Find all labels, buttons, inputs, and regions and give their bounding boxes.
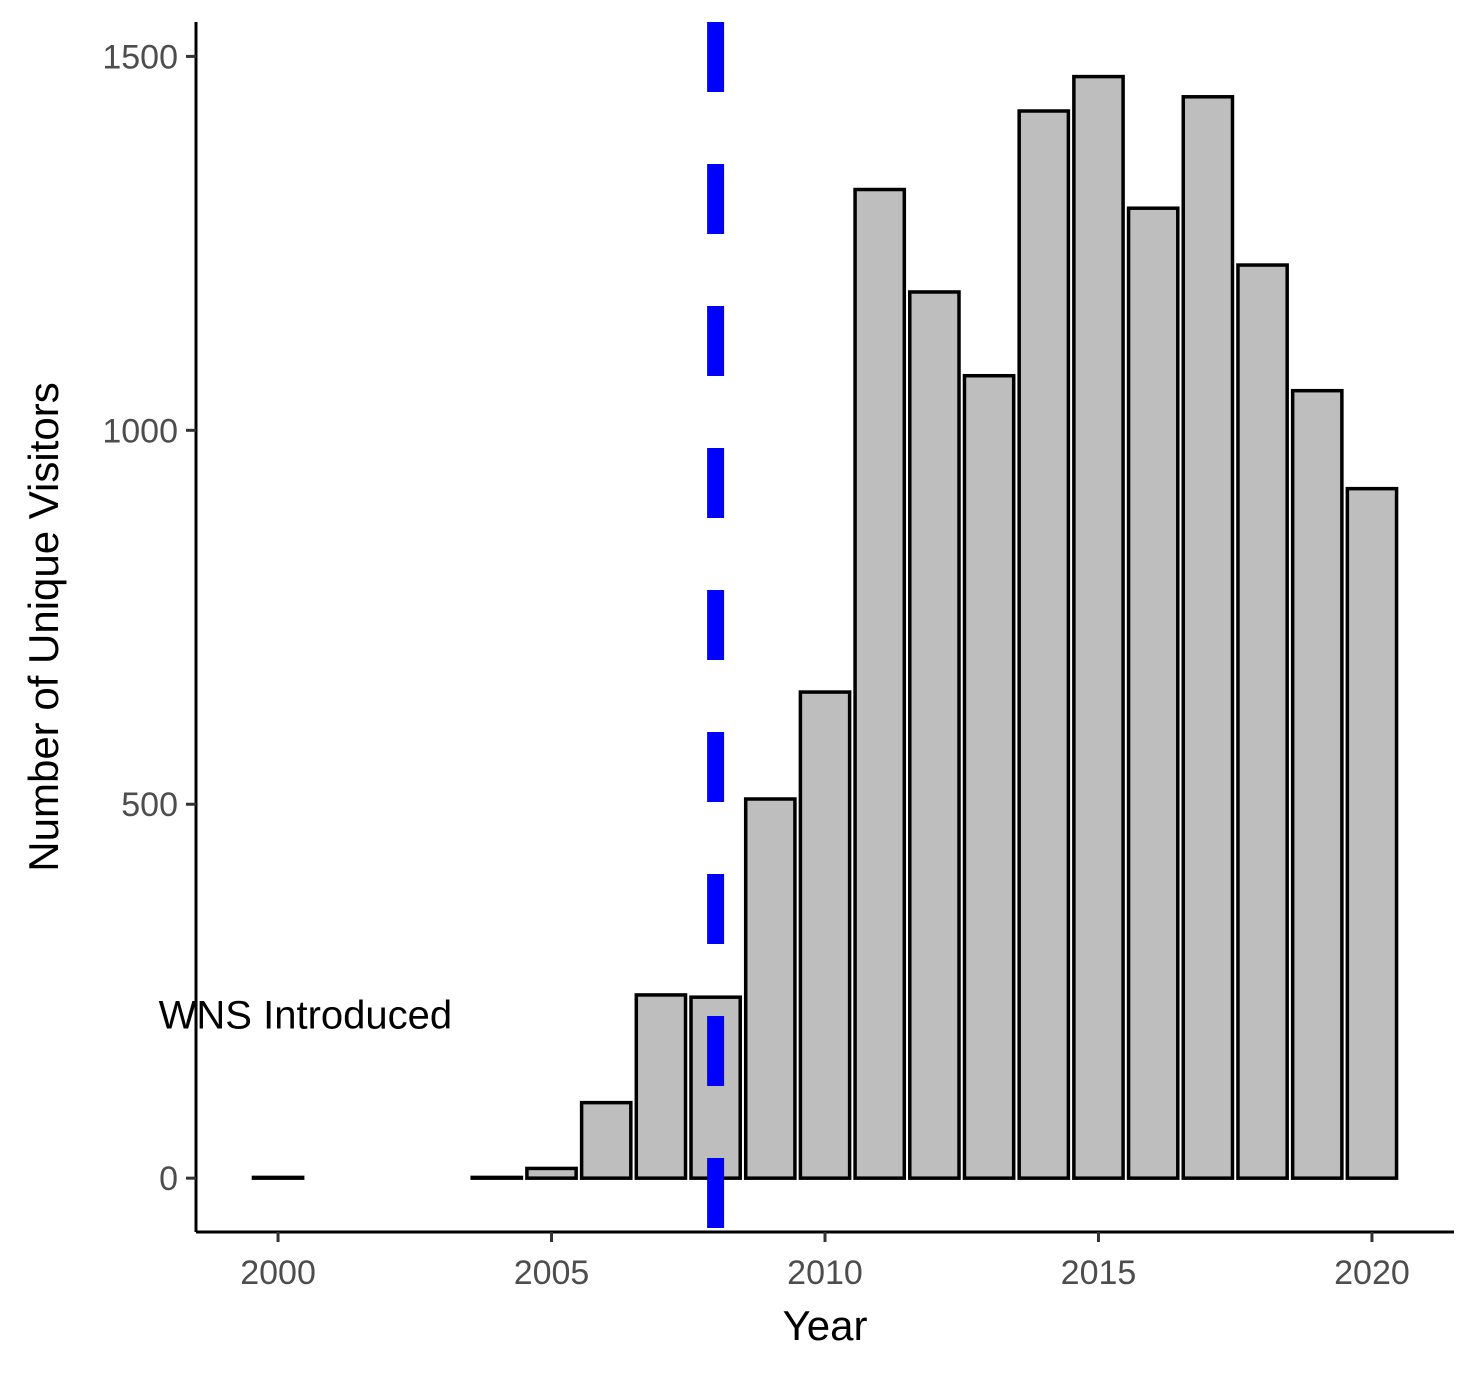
bar-2005 (525, 1166, 578, 1180)
bar-2012 (908, 290, 961, 1180)
bar-2015 (1072, 74, 1125, 1180)
axes-group: 0 500 1000 1500 2000 2005 2010 2015 2020 (102, 22, 1454, 1292)
y-tick-label-1000: 1000 (102, 412, 178, 450)
bar-2013 (962, 373, 1016, 1180)
y-tick-label-1500: 1500 (102, 38, 178, 76)
bar-2007 (634, 993, 688, 1180)
bar-2009 (743, 797, 797, 1180)
bar-2018 (1236, 263, 1289, 1180)
bars-group (251, 74, 1399, 1180)
bar-2004 (470, 1175, 524, 1180)
bar-2017 (1181, 95, 1235, 1180)
x-axis-title: Year (783, 1302, 868, 1349)
y-axis-title: Number of Unique Visitors (20, 382, 67, 871)
x-tick-label-2015: 2015 (1061, 1254, 1137, 1292)
bar-2020 (1345, 486, 1399, 1180)
bar-2006 (579, 1100, 633, 1180)
x-tick-label-2010: 2010 (787, 1254, 863, 1292)
y-tick-label-500: 500 (121, 786, 178, 824)
annotation-label-0: WNS Introduced (159, 994, 452, 1038)
bar-2011 (853, 187, 907, 1180)
bar-2019 (1290, 388, 1344, 1180)
bar-2016 (1126, 206, 1180, 1180)
bar-2010 (798, 690, 852, 1180)
bar-2000 (251, 1175, 305, 1180)
x-tick-label-2020: 2020 (1334, 1254, 1410, 1292)
annotations-group: WNS Introduced (159, 994, 452, 1038)
x-tick-label-2005: 2005 (514, 1254, 590, 1292)
bar-2014 (1017, 109, 1071, 1180)
x-tick-label-2000: 2000 (240, 1254, 316, 1292)
y-tick-label-0: 0 (159, 1160, 178, 1198)
